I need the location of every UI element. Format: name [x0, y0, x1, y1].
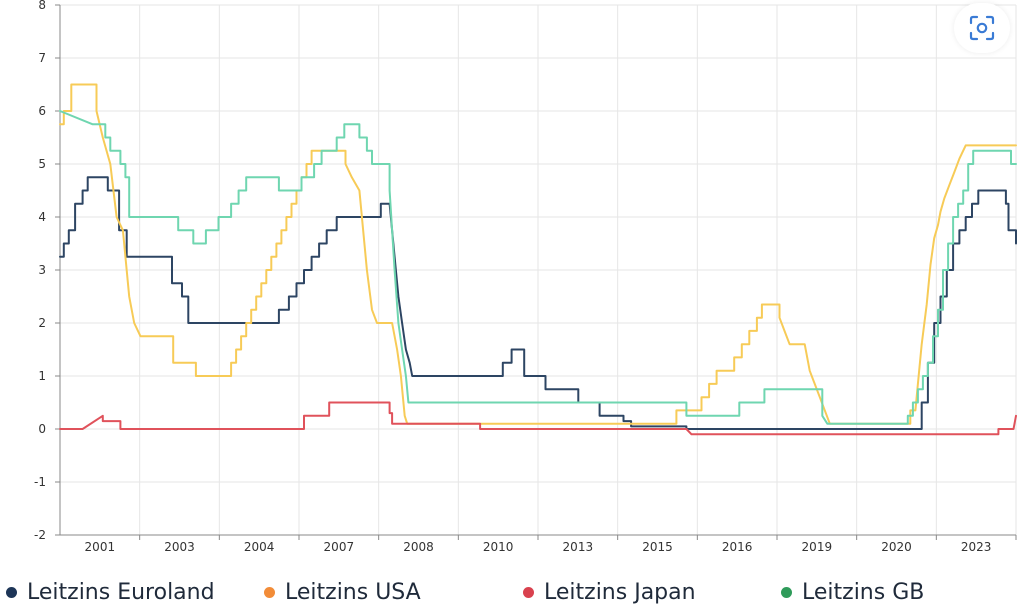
y-tick-label: -2: [34, 528, 46, 542]
x-tick-label: 2016: [722, 540, 753, 554]
y-tick-label: 0: [38, 422, 46, 436]
x-tick-label: 2015: [642, 540, 673, 554]
x-tick-label: 2003: [164, 540, 195, 554]
x-tick-label: 2007: [324, 540, 355, 554]
y-tick-label: -1: [34, 475, 46, 489]
x-tick-label: 2008: [403, 540, 434, 554]
x-tick-label: 2023: [961, 540, 992, 554]
x-tick-label: 2013: [563, 540, 594, 554]
legend-item-euroland[interactable]: Leitzins Euroland: [6, 580, 215, 605]
legend-item-gb[interactable]: Leitzins GB: [781, 580, 924, 605]
chart-series: [59, 83, 1017, 436]
legend-dot-japan: [523, 587, 534, 598]
x-tick-label: 2010: [483, 540, 514, 554]
legend-label-japan: Leitzins Japan: [544, 580, 696, 605]
legend-dot-gb: [781, 587, 792, 598]
series-line-usa[interactable]: [59, 83, 1017, 425]
legend-dot-euroland: [6, 587, 17, 598]
x-tick-label: 2004: [244, 540, 275, 554]
legend-label-usa: Leitzins USA: [285, 580, 421, 605]
series-line-gb[interactable]: [59, 110, 1017, 425]
y-tick-label: 1: [38, 369, 46, 383]
x-tick-label: 2020: [881, 540, 912, 554]
x-tick-label: 2019: [802, 540, 833, 554]
y-tick-label: 2: [38, 316, 46, 330]
legend-dot-usa: [264, 587, 275, 598]
series-line-euroland[interactable]: [59, 176, 1017, 430]
y-tick-label: 6: [38, 104, 46, 118]
y-tick-label: 8: [38, 0, 46, 12]
legend-label-gb: Leitzins GB: [802, 580, 925, 605]
focus-scan-icon: [969, 15, 995, 41]
y-tick-label: 3: [38, 263, 46, 277]
series-line-japan[interactable]: [59, 401, 1017, 436]
interest-rate-chart: 8 7 6 5 4 3 2 1 0 -1 -2 2001 2003 2004 2007 2008 2010 201…: [34, 0, 1017, 554]
y-tick-label: 7: [38, 51, 46, 65]
legend-label-euroland: Leitzins Euroland: [27, 580, 215, 605]
chart-grid: [60, 4, 1017, 536]
chart-axes: 8 7 6 5 4 3 2 1 0 -1 -2 2001 2003 2004 2007 2008 2010 201…: [34, 0, 1017, 554]
legend-item-japan[interactable]: Leitzins Japan: [523, 580, 696, 605]
x-tick-label: 2001: [85, 540, 116, 554]
chart-legend: Leitzins Euroland Leitzins USA Leitzins …: [0, 578, 1024, 609]
legend-item-usa[interactable]: Leitzins USA: [264, 580, 421, 605]
focus-mode-button[interactable]: [954, 3, 1010, 53]
y-tick-label: 5: [38, 157, 46, 171]
y-tick-label: 4: [38, 210, 46, 224]
